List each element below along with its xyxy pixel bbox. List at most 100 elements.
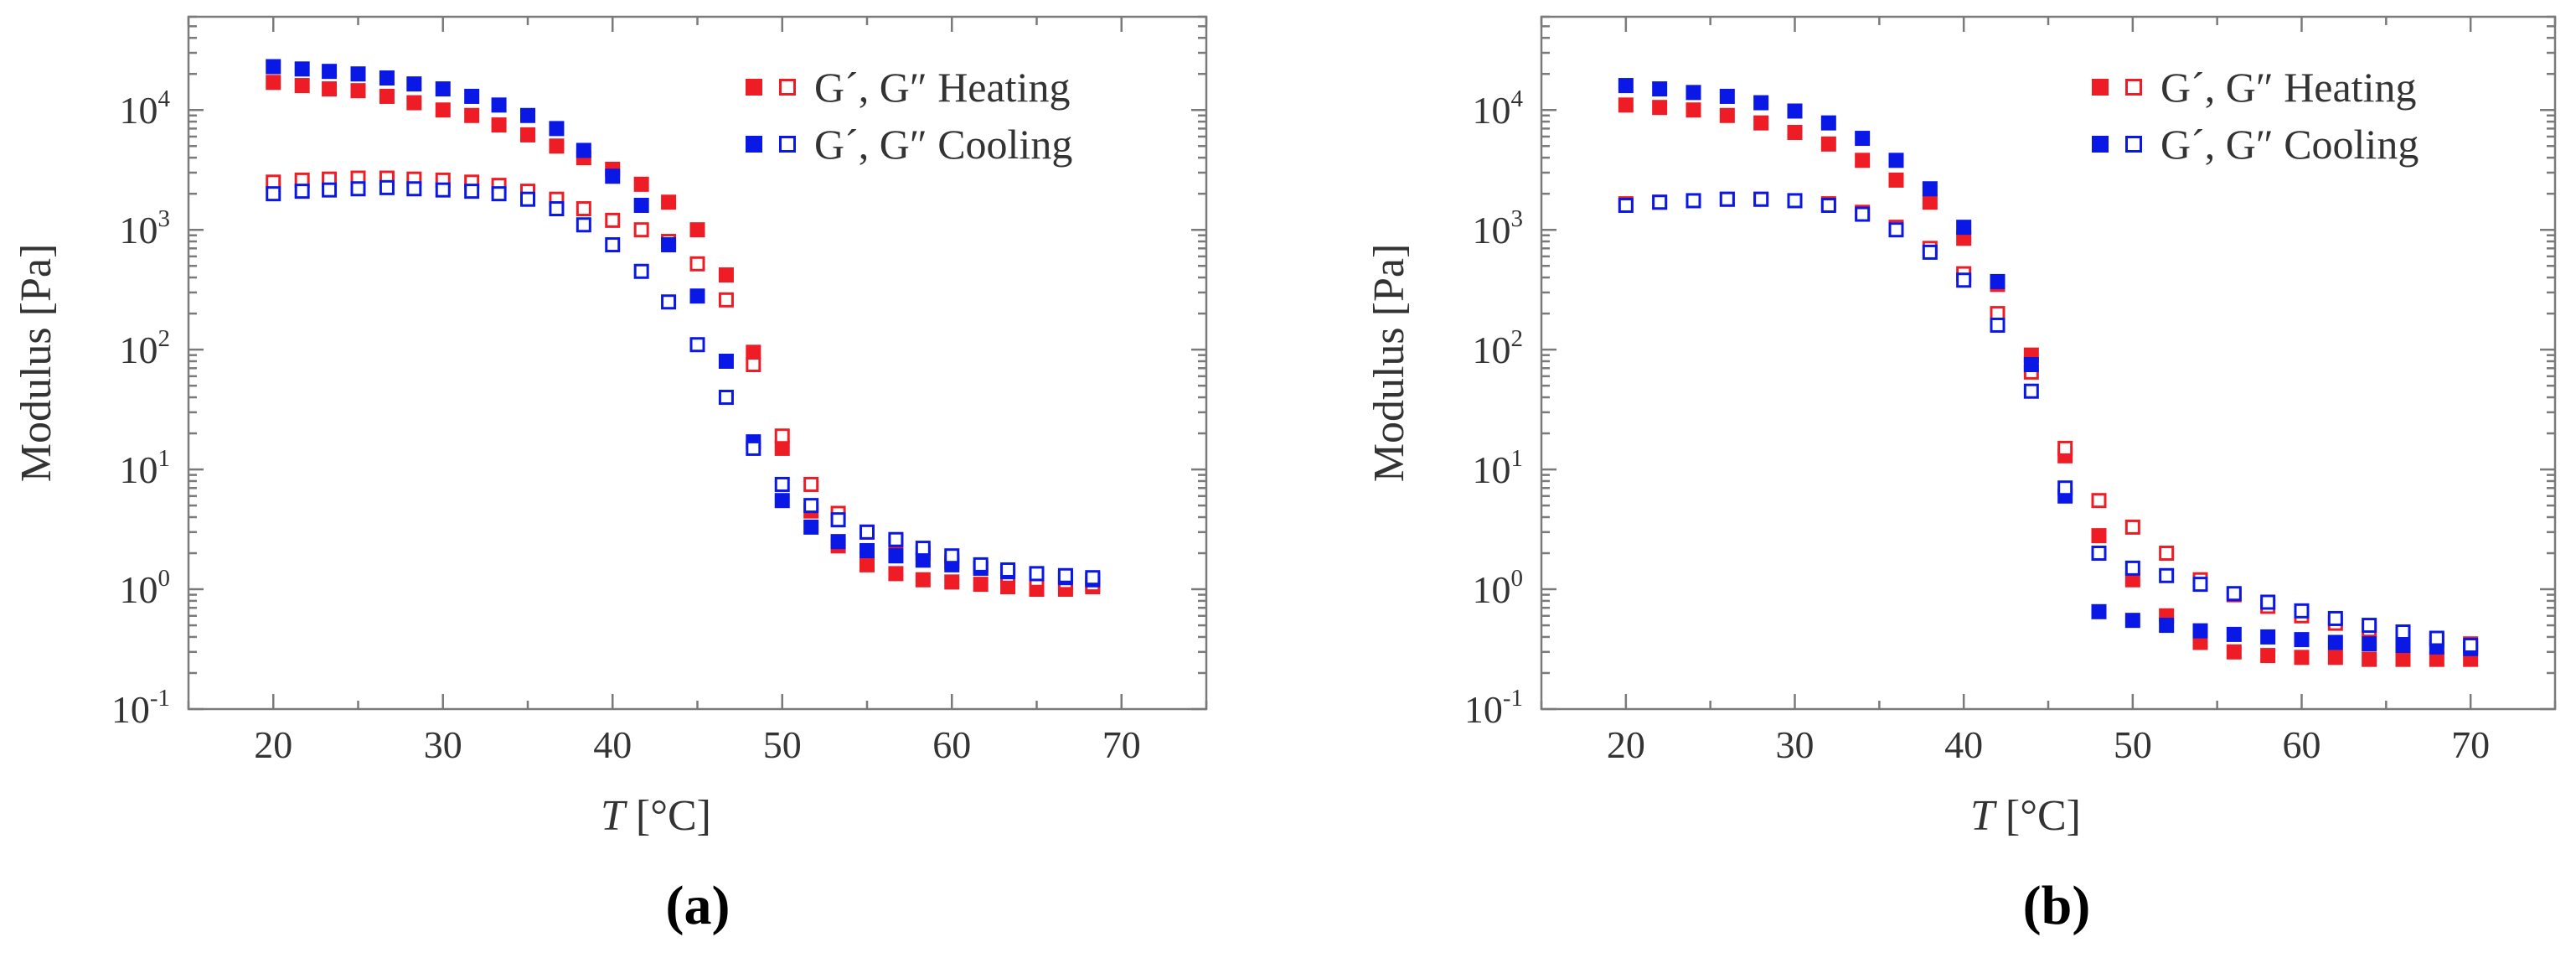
data-point-loss-modulus-cooling [520, 191, 535, 207]
data-point-storage-modulus-heating [1888, 172, 1904, 188]
y-tick-base: 10 [1473, 448, 1511, 491]
data-point-loss-modulus-cooling [1922, 244, 1938, 260]
data-point-storage-modulus-cooling [1685, 85, 1701, 101]
legend-marker-filled [746, 79, 762, 96]
y-tick-label: 101 [1473, 445, 1524, 491]
data-point-storage-modulus-cooling [633, 198, 649, 214]
legend-marker-filled [2092, 79, 2109, 96]
data-point-storage-modulus-heating [718, 267, 734, 283]
y-axis-label-a: Modulus [Pa] [13, 244, 60, 483]
data-point-loss-modulus-cooling [774, 476, 790, 492]
data-point-loss-modulus-cooling [576, 217, 591, 233]
data-point-storage-modulus-cooling [2124, 613, 2140, 629]
y-tick-label: 103 [120, 205, 171, 251]
data-point-storage-modulus-heating [2429, 651, 2444, 667]
x-axis-label-symbol-b: T [1970, 792, 1997, 840]
data-point-storage-modulus-heating [860, 557, 875, 572]
data-point-storage-modulus-heating [2294, 650, 2310, 665]
legend-label: G´, G″ Heating [814, 64, 1070, 111]
data-point-loss-modulus-cooling [689, 337, 705, 353]
x-tick-label: 70 [2451, 723, 2490, 766]
x-tick-label: 40 [593, 723, 632, 766]
data-point-storage-modulus-cooling [1922, 181, 1938, 197]
data-point-loss-modulus-cooling [1618, 198, 1634, 214]
data-point-loss-modulus-cooling [2395, 624, 2411, 640]
data-point-loss-modulus-cooling [435, 182, 451, 198]
data-point-storage-modulus-cooling [2260, 629, 2276, 645]
y-tick-exponent: 0 [158, 565, 171, 592]
data-point-loss-modulus-cooling [2260, 594, 2276, 610]
data-point-loss-modulus-heating [774, 428, 790, 444]
data-point-storage-modulus-heating [2091, 528, 2107, 544]
data-point-storage-modulus-cooling [549, 121, 565, 137]
y-tick-exponent: 4 [1511, 85, 1524, 112]
data-points-a [266, 59, 1101, 598]
data-point-storage-modulus-heating [549, 138, 565, 154]
y-tick-exponent: 4 [158, 85, 171, 112]
y-tick-exponent: 3 [1511, 205, 1524, 232]
y-tick-base: 10 [1473, 89, 1511, 132]
data-point-storage-modulus-heating [915, 572, 931, 588]
data-point-loss-modulus-cooling [860, 524, 875, 540]
y-tick-base: 10 [120, 209, 158, 251]
legend-marker-open [2125, 136, 2142, 153]
legend-label: G´, G″ Cooling [814, 121, 1072, 168]
data-point-storage-modulus-cooling [1719, 88, 1735, 104]
data-point-storage-modulus-heating [888, 566, 904, 582]
y-tick-base: 10 [120, 448, 158, 491]
data-point-loss-modulus-cooling [746, 440, 761, 456]
x-tick-label: 20 [254, 723, 292, 766]
data-point-storage-modulus-heating [406, 95, 422, 111]
data-point-storage-modulus-cooling [2091, 603, 2107, 619]
data-point-storage-modulus-cooling [322, 64, 338, 80]
data-point-storage-modulus-cooling [1855, 131, 1871, 147]
data-point-storage-modulus-cooling [350, 66, 366, 82]
x-tick-label: 70 [1102, 723, 1141, 766]
data-point-loss-modulus-heating [2159, 546, 2175, 562]
data-point-storage-modulus-cooling [1990, 273, 2006, 289]
data-point-storage-modulus-heating [266, 75, 281, 91]
x-axis-label-b: T [°C] [1970, 792, 2081, 840]
legend-label: G´, G″ Heating [2160, 64, 2416, 111]
data-point-storage-modulus-heating [1618, 97, 1634, 113]
data-point-storage-modulus-cooling [576, 142, 591, 158]
y-tick-label: 100 [120, 565, 171, 611]
data-point-storage-modulus-heating [944, 574, 960, 590]
y-tick-label: 10-1 [1464, 685, 1523, 731]
data-point-loss-modulus-cooling [2429, 630, 2444, 646]
y-tick-base: 10 [120, 329, 158, 371]
y-tick-label: 102 [1473, 325, 1524, 371]
data-point-storage-modulus-cooling [2192, 623, 2208, 639]
x-tick-label: 40 [1944, 723, 1983, 766]
tick-marks-a [187, 15, 1208, 711]
data-point-storage-modulus-heating [491, 117, 507, 133]
data-point-storage-modulus-heating [435, 102, 451, 118]
data-point-storage-modulus-cooling [2395, 638, 2411, 654]
data-point-storage-modulus-cooling [2226, 626, 2242, 642]
data-point-loss-modulus-cooling [322, 182, 338, 198]
data-point-loss-modulus-cooling [1753, 191, 1769, 207]
data-point-storage-modulus-cooling [605, 168, 621, 184]
data-point-loss-modulus-cooling [2226, 586, 2242, 602]
data-point-loss-modulus-cooling [1990, 317, 2006, 333]
data-point-storage-modulus-cooling [2159, 618, 2175, 634]
data-point-loss-modulus-cooling [830, 512, 846, 528]
data-point-loss-modulus-cooling [2463, 638, 2479, 654]
x-tick-labels-b: 20 30 40 50 60 70 [1607, 723, 2490, 766]
y-tick-exponent: -1 [1503, 685, 1523, 712]
data-point-loss-modulus-cooling [2294, 603, 2310, 619]
y-tick-exponent: 0 [1511, 565, 1524, 592]
x-tick-label: 30 [1776, 723, 1815, 766]
data-point-loss-modulus-cooling [718, 390, 734, 406]
data-point-loss-modulus-heating [2091, 493, 2107, 509]
tick-marks-b [1540, 15, 2557, 711]
legend-a: G´, G″ Heating G´, G″ Cooling [746, 64, 1072, 168]
data-point-storage-modulus-heating [746, 344, 761, 360]
data-point-storage-modulus-cooling [435, 81, 451, 97]
data-point-loss-modulus-cooling [549, 201, 565, 217]
data-point-storage-modulus-cooling [1787, 103, 1803, 119]
data-point-loss-modulus-cooling [2091, 546, 2107, 562]
data-point-loss-modulus-cooling [944, 548, 960, 564]
y-tick-base: 10 [1473, 209, 1511, 251]
